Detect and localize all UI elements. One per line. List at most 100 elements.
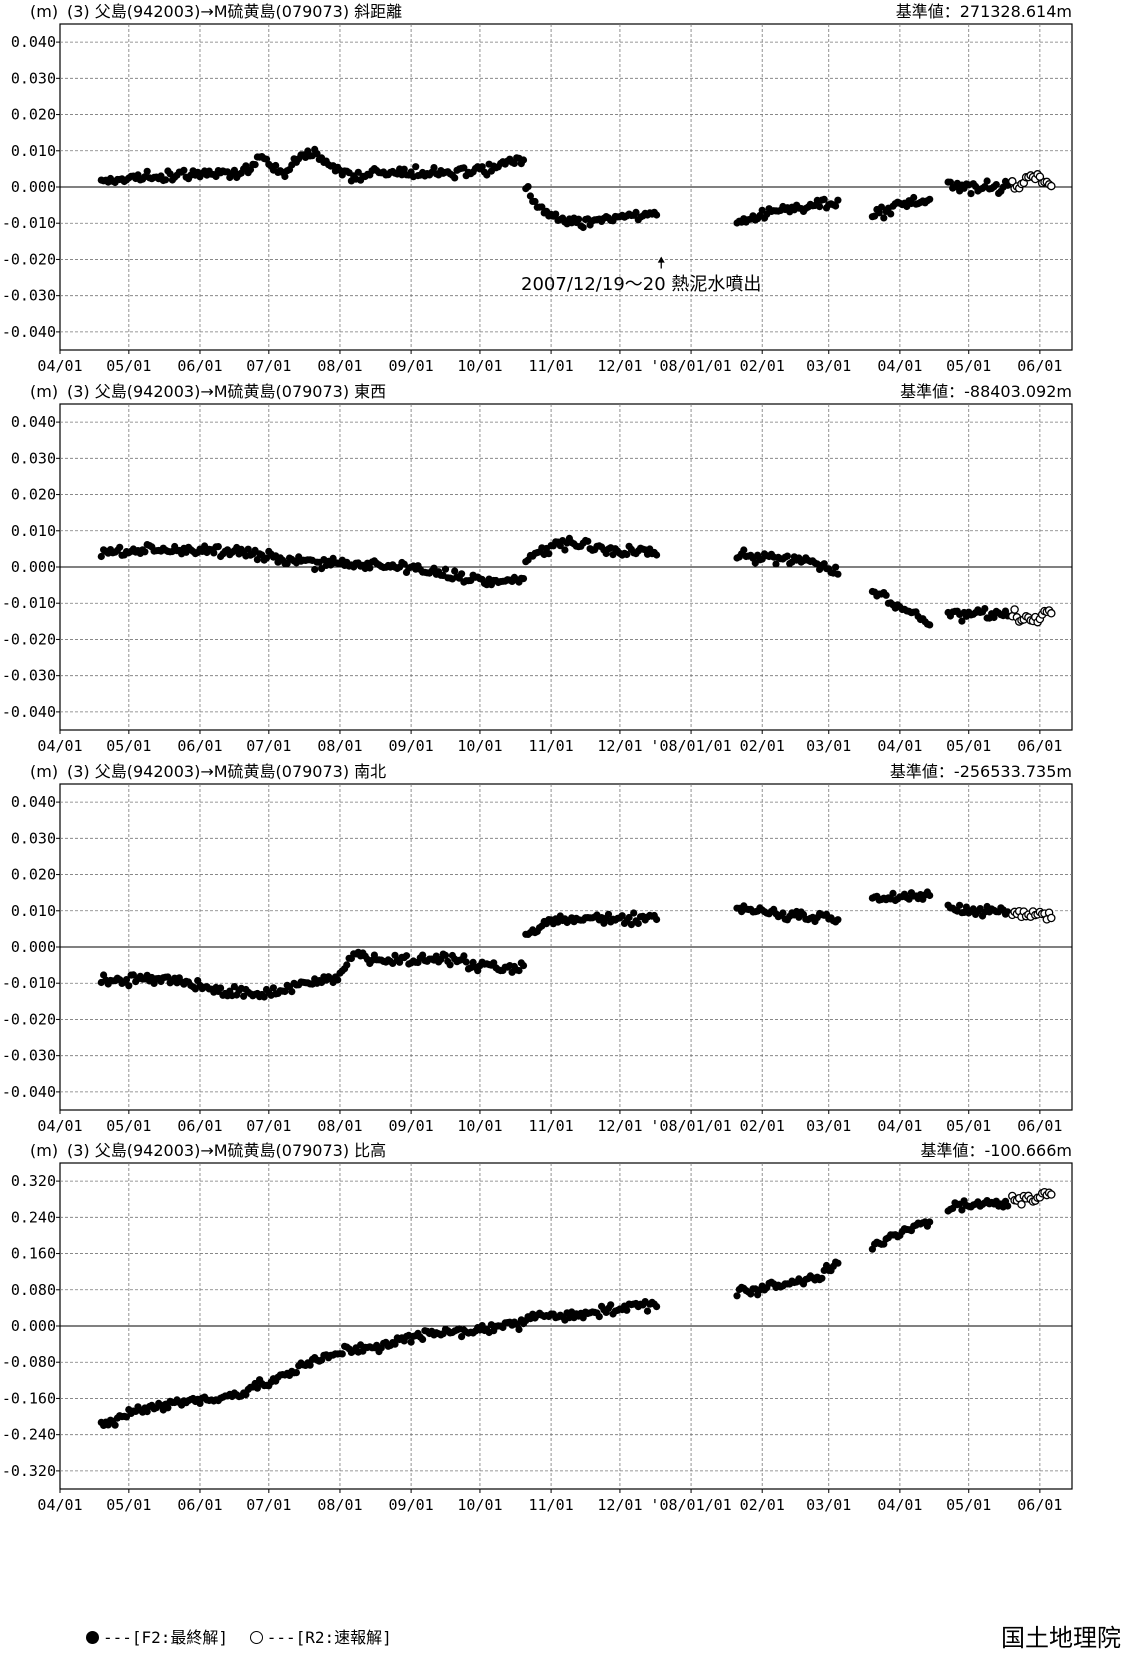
data-point-final xyxy=(1004,1202,1012,1210)
data-point-final xyxy=(458,1333,466,1341)
x-tick-label: 04/01 xyxy=(877,357,922,375)
data-point-final xyxy=(116,543,124,551)
y-tick-label: 0.020 xyxy=(11,486,56,504)
x-tick-label: 02/01 xyxy=(740,1496,785,1514)
x-tick-label: 10/01 xyxy=(457,737,502,755)
data-point-final xyxy=(623,550,631,559)
data-point-final xyxy=(579,223,587,232)
y-tick-label: 0.010 xyxy=(11,902,56,920)
data-point-final xyxy=(441,565,450,573)
x-tick-label: 05/01 xyxy=(106,737,151,755)
data-point-final xyxy=(623,1306,631,1314)
x-tick-label: 06/01 xyxy=(1017,737,1062,755)
y-tick-label: 0.040 xyxy=(11,33,56,51)
data-point-final xyxy=(141,548,149,556)
data-point-final xyxy=(820,195,828,203)
data-point-final xyxy=(260,993,268,1001)
data-point-final xyxy=(962,903,971,911)
legend-rapid-label: ---[R2:速報解] xyxy=(266,1628,392,1647)
y-tick-label: -0.020 xyxy=(2,630,56,648)
x-tick-label: 08/01 xyxy=(317,1117,362,1135)
data-point-final xyxy=(451,567,459,575)
x-tick-label: 09/01 xyxy=(389,357,434,375)
x-tick-label: 06/01 xyxy=(177,737,222,755)
data-point-final xyxy=(990,613,998,622)
y-tick-label: -0.040 xyxy=(2,323,56,341)
x-tick-label: 05/01 xyxy=(946,737,991,755)
x-tick-label: 04/01 xyxy=(877,1496,922,1514)
data-point-final xyxy=(519,575,528,583)
data-point-final xyxy=(783,552,792,560)
data-point-final xyxy=(618,912,626,920)
data-point-final xyxy=(552,210,560,218)
x-tick-label: 08/01 xyxy=(317,737,362,755)
data-point-final xyxy=(441,951,450,960)
data-point-final xyxy=(313,150,321,158)
data-point-final xyxy=(595,1313,603,1321)
y-tick-label: 0.160 xyxy=(11,1245,56,1263)
data-point-final xyxy=(584,537,592,545)
x-tick-label: '08/01/01 xyxy=(650,737,731,755)
data-point-final xyxy=(958,1206,966,1214)
data-point-final xyxy=(632,208,640,216)
x-tick-label: 12/01 xyxy=(597,357,642,375)
x-tick-label: 04/01 xyxy=(37,737,82,755)
chart-title: (3) 父島(942003)→M硫黄島(079073) 南北 xyxy=(67,762,386,781)
x-tick-label: '08/01/01 xyxy=(650,357,731,375)
x-tick-label: 09/01 xyxy=(389,737,434,755)
x-tick-label: 10/01 xyxy=(457,1496,502,1514)
x-tick-label: 04/01 xyxy=(37,357,82,375)
x-tick-label: 12/01 xyxy=(597,737,642,755)
data-point-final xyxy=(926,1218,934,1226)
data-point-final xyxy=(214,543,222,551)
data-point-final xyxy=(419,1335,427,1343)
y-tick-label: 0.320 xyxy=(11,1172,56,1190)
data-point-final xyxy=(816,203,824,211)
unit-label: (m) xyxy=(30,382,58,401)
data-point-final xyxy=(446,961,454,969)
x-tick-label: '08/01/01 xyxy=(650,1117,731,1135)
data-point-final xyxy=(122,976,131,984)
data-point-final xyxy=(607,1301,615,1309)
data-point-final xyxy=(832,563,840,571)
data-point-final xyxy=(526,192,535,200)
y-tick-label: 0.000 xyxy=(11,1317,56,1335)
chart-title: (3) 父島(942003)→M硫黄島(079073) 東西 xyxy=(67,382,386,401)
data-point-final xyxy=(451,174,459,182)
x-tick-label: 06/01 xyxy=(177,1496,222,1514)
data-point-final xyxy=(524,183,532,191)
legend-final-label: ---[F2:最終解] xyxy=(103,1628,229,1647)
reference-value: 基準値：271328.614m xyxy=(896,2,1072,21)
data-point-final xyxy=(281,172,289,181)
data-point-final xyxy=(407,1338,415,1346)
x-tick-label: 03/01 xyxy=(806,737,851,755)
data-point-final xyxy=(292,1369,300,1377)
chart-panel-4: 0.320 0.240 0.160 0.080 0.000 -0.080 -0.160 -0.… xyxy=(2,1141,1073,1514)
data-point-final xyxy=(430,164,438,172)
x-tick-label: 03/01 xyxy=(806,357,851,375)
data-point-final xyxy=(515,1325,523,1334)
data-point-final xyxy=(834,916,842,924)
data-point-final xyxy=(531,197,539,206)
annotation-text: 2007/12/19～20 熱泥水噴出 xyxy=(521,274,761,295)
data-point-final xyxy=(164,1404,172,1412)
data-point-final xyxy=(967,190,975,198)
y-tick-label: -0.160 xyxy=(2,1389,56,1407)
y-tick-label: 0.020 xyxy=(11,106,56,124)
y-tick-label: 0.000 xyxy=(11,178,56,196)
data-point-final xyxy=(125,982,133,990)
y-tick-label: 0.030 xyxy=(11,449,56,467)
data-point-final xyxy=(458,570,466,578)
x-tick-label: 06/01 xyxy=(177,1117,222,1135)
data-point-rapid xyxy=(1047,609,1056,618)
data-point-final xyxy=(634,919,642,928)
data-point-final xyxy=(180,166,188,174)
x-tick-label: 02/01 xyxy=(740,357,785,375)
data-point-final xyxy=(779,909,787,917)
data-point-final xyxy=(519,962,528,970)
data-point-final xyxy=(575,215,583,223)
annotation-arrow-head xyxy=(657,256,665,263)
filled-circle-icon xyxy=(86,1631,99,1644)
y-tick-label: -0.020 xyxy=(2,250,56,268)
y-tick-label: 0.020 xyxy=(11,866,56,884)
